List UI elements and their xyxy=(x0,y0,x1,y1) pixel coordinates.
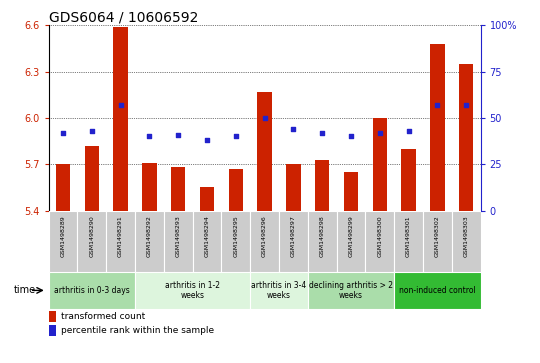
Bar xyxy=(56,164,70,211)
Text: GSM1498289: GSM1498289 xyxy=(60,216,65,257)
Bar xyxy=(49,272,135,309)
Bar xyxy=(49,211,77,272)
Bar xyxy=(250,272,308,309)
Bar xyxy=(228,169,243,211)
Text: percentile rank within the sample: percentile rank within the sample xyxy=(60,326,214,335)
Point xyxy=(462,102,470,108)
Bar xyxy=(394,211,423,272)
Text: GSM1498296: GSM1498296 xyxy=(262,216,267,257)
Bar xyxy=(401,149,416,211)
Text: non-induced control: non-induced control xyxy=(399,286,476,295)
Bar xyxy=(171,167,185,211)
Bar xyxy=(49,325,56,336)
Bar xyxy=(142,163,157,211)
Bar xyxy=(85,146,99,211)
Text: GSM1498300: GSM1498300 xyxy=(377,216,382,257)
Point xyxy=(116,102,125,108)
Text: GSM1498302: GSM1498302 xyxy=(435,216,440,257)
Text: GDS6064 / 10606592: GDS6064 / 10606592 xyxy=(49,10,198,24)
Text: transformed count: transformed count xyxy=(60,311,145,321)
Bar xyxy=(430,44,444,211)
Bar xyxy=(423,211,452,272)
Point xyxy=(289,126,298,132)
Bar xyxy=(286,164,301,211)
Bar xyxy=(258,92,272,211)
Bar xyxy=(459,64,474,211)
Text: GSM1498293: GSM1498293 xyxy=(176,216,181,257)
Bar xyxy=(135,211,164,272)
Bar xyxy=(308,211,336,272)
Point xyxy=(87,128,96,134)
Bar xyxy=(49,311,56,322)
Text: GSM1498295: GSM1498295 xyxy=(233,216,238,257)
Text: GSM1498291: GSM1498291 xyxy=(118,216,123,257)
Point xyxy=(59,130,68,136)
Point xyxy=(347,134,355,139)
Point xyxy=(404,128,413,134)
Point xyxy=(202,137,211,143)
Point xyxy=(174,132,183,138)
Bar xyxy=(77,211,106,272)
Text: GSM1498303: GSM1498303 xyxy=(464,216,469,257)
Bar xyxy=(193,211,221,272)
Point xyxy=(145,134,154,139)
Bar xyxy=(344,172,358,211)
Text: GSM1498301: GSM1498301 xyxy=(406,216,411,257)
Bar xyxy=(394,272,481,309)
Bar xyxy=(366,211,394,272)
Bar xyxy=(200,187,214,211)
Text: GSM1498298: GSM1498298 xyxy=(320,216,325,257)
Bar xyxy=(221,211,250,272)
Bar xyxy=(308,272,394,309)
Bar xyxy=(106,211,135,272)
Bar xyxy=(113,27,128,211)
Text: GSM1498299: GSM1498299 xyxy=(348,216,354,257)
Text: arthritis in 1-2
weeks: arthritis in 1-2 weeks xyxy=(165,281,220,300)
Point xyxy=(318,130,327,136)
Text: GSM1498297: GSM1498297 xyxy=(291,216,296,257)
Text: arthritis in 3-4
weeks: arthritis in 3-4 weeks xyxy=(252,281,307,300)
Bar xyxy=(373,118,387,211)
Bar xyxy=(279,211,308,272)
Bar xyxy=(164,211,193,272)
Bar xyxy=(250,211,279,272)
Bar xyxy=(336,211,366,272)
Point xyxy=(260,115,269,121)
Text: GSM1498292: GSM1498292 xyxy=(147,216,152,257)
Point xyxy=(232,134,240,139)
Bar xyxy=(452,211,481,272)
Text: GSM1498294: GSM1498294 xyxy=(205,216,210,257)
Bar xyxy=(135,272,250,309)
Point xyxy=(375,130,384,136)
Text: arthritis in 0-3 days: arthritis in 0-3 days xyxy=(54,286,130,295)
Text: time: time xyxy=(14,285,36,295)
Text: declining arthritis > 2
weeks: declining arthritis > 2 weeks xyxy=(309,281,393,300)
Point xyxy=(433,102,442,108)
Text: GSM1498290: GSM1498290 xyxy=(89,216,94,257)
Bar xyxy=(315,160,329,211)
